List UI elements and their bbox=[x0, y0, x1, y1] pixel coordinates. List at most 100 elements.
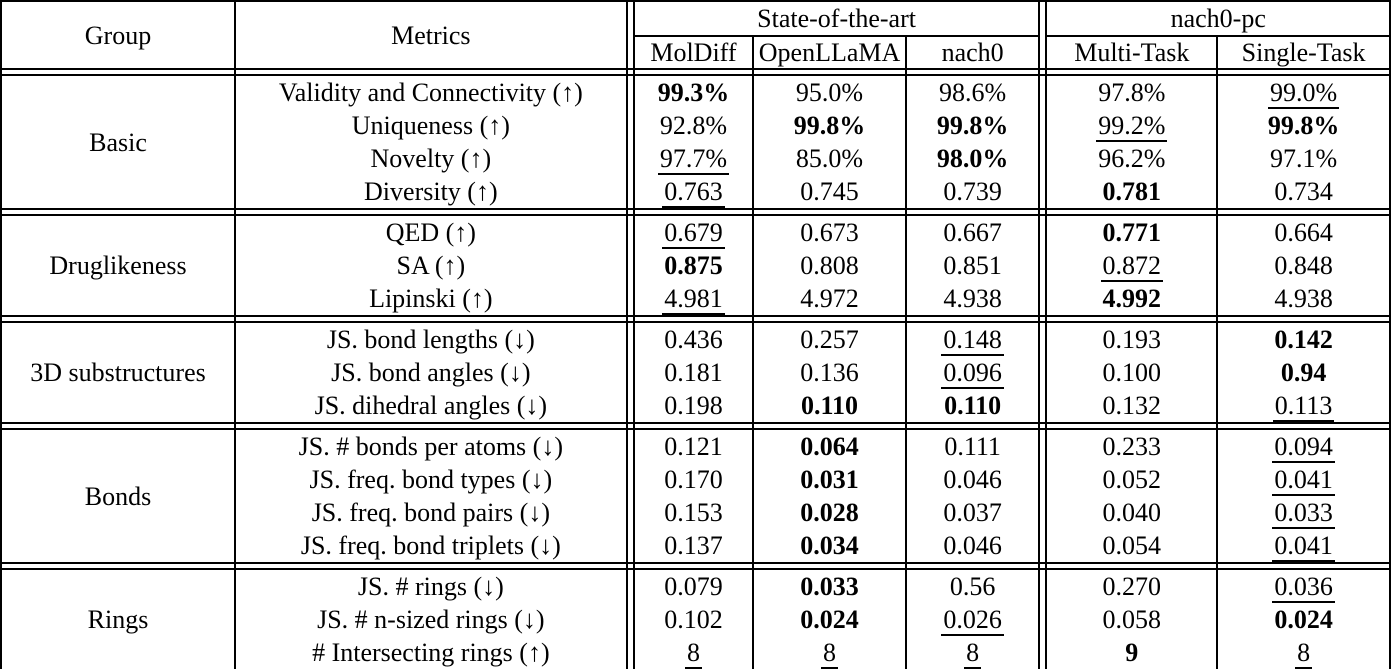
value-cell: 0.054 bbox=[1046, 529, 1219, 564]
value-cell: 0.041 bbox=[1217, 463, 1390, 496]
model-column-header-moldiff: MolDiff bbox=[633, 36, 755, 70]
double-rule-horizontal-segment bbox=[1038, 562, 1048, 571]
double-rule-horizontal-segment bbox=[1, 422, 236, 431]
value-cell: 99.2% bbox=[1046, 109, 1219, 143]
value-cell: 8 bbox=[1217, 636, 1390, 669]
value-cell: 92.8% bbox=[633, 109, 755, 143]
value-cell: 0.193 bbox=[1046, 322, 1219, 357]
metric-value: 0.781 bbox=[1102, 177, 1162, 207]
metric-row: Rings JS. # rings (↓) 0.079 0.033 0.56 0.270 0… bbox=[1, 569, 1390, 669]
double-rule-horizontal-segment bbox=[1, 208, 236, 217]
value-cell: 0.037 bbox=[906, 496, 1040, 529]
value-cell: 0.734 bbox=[1217, 175, 1390, 209]
value-cell: 0.121 bbox=[633, 429, 755, 464]
metric-value: 0.153 bbox=[664, 498, 723, 528]
value-cell: 0.058 bbox=[1046, 603, 1219, 637]
value-cell: 97.8% bbox=[1046, 75, 1219, 110]
value-cell: 0.111 bbox=[906, 429, 1040, 463]
value-cell: 98.6% bbox=[906, 75, 1040, 109]
value-cell: 0.198 bbox=[633, 389, 755, 424]
metric-label-cell: Diversity (↑) bbox=[364, 177, 498, 207]
value-cell: 97.1% bbox=[1217, 142, 1390, 175]
metric-label-cell: Lipinski (↑) bbox=[369, 284, 493, 314]
metric-value: 8 bbox=[684, 638, 702, 669]
metric-value: 0.848 bbox=[1274, 251, 1333, 281]
metric-label-cell: JS. # bonds per atoms (↓) bbox=[298, 432, 563, 462]
metric-label-cell: JS. # rings (↓) bbox=[357, 572, 504, 602]
value-cell: 0.064 bbox=[753, 429, 907, 464]
value-cell: 0.052 bbox=[1046, 463, 1219, 497]
value-cell: 0.110 bbox=[753, 389, 907, 424]
double-rule-horizontal-segment bbox=[235, 315, 627, 324]
metric-value: 0.193 bbox=[1102, 325, 1162, 355]
double-rule-horizontal-segment bbox=[753, 422, 907, 431]
double-rule-vertical bbox=[1038, 215, 1048, 250]
double-rule-horizontal bbox=[1, 68, 1390, 77]
metric-value: 0.851 bbox=[943, 251, 1002, 281]
metric-row: Novelty (↑) 97.7% 85.0% 98.0% 96.2% 97.1% bbox=[1, 142, 1390, 176]
metric-value: 0.036 bbox=[1272, 572, 1335, 603]
metric-value: 0.181 bbox=[664, 358, 723, 388]
metric-value: 0.028 bbox=[800, 498, 859, 528]
metric-value: 97.1% bbox=[1269, 144, 1338, 174]
value-cell: 99.8% bbox=[753, 109, 907, 143]
metric-row: Uniqueness (↑) 92.8% 99.8% 99.8% 99.2% 99.8% bbox=[1, 109, 1390, 143]
value-cell: 0.137 bbox=[633, 529, 755, 564]
value-cell: 0.036 bbox=[1217, 569, 1390, 603]
value-cell: 9 bbox=[1046, 636, 1219, 669]
metric-row: JS. # n-sized rings (↓) 0.102 0.024 0.026 0.… bbox=[1, 603, 1390, 637]
metric-value: 98.0% bbox=[936, 144, 1009, 174]
metric-value: 0.436 bbox=[664, 325, 723, 355]
metric-label-cell: Uniqueness (↑) bbox=[351, 111, 510, 141]
metric-value: 4.938 bbox=[1274, 284, 1333, 314]
metric-value: 97.7% bbox=[657, 144, 730, 175]
value-cell: 0.142 bbox=[1217, 322, 1390, 356]
metric-value: 0.734 bbox=[1274, 177, 1333, 207]
value-cell: 0.781 bbox=[1046, 175, 1219, 210]
metric-value: 4.992 bbox=[1102, 284, 1162, 314]
double-rule-horizontal bbox=[1, 208, 1390, 217]
double-rule-vertical bbox=[625, 249, 635, 283]
double-rule-horizontal-segment bbox=[633, 208, 755, 217]
value-cell: 0.851 bbox=[906, 249, 1040, 282]
value-cell: 0.745 bbox=[753, 175, 907, 210]
double-rule-horizontal-segment bbox=[235, 68, 627, 77]
double-rule-vertical bbox=[625, 389, 635, 424]
value-cell: 4.938 bbox=[906, 282, 1040, 316]
metric-value: 0.113 bbox=[1272, 391, 1335, 422]
metric-value: 0.024 bbox=[1274, 605, 1333, 635]
metric-label-cell: JS. bond angles (↓) bbox=[331, 358, 531, 388]
metric-value: 0.079 bbox=[664, 572, 723, 602]
double-rule-horizontal-segment bbox=[1, 315, 236, 324]
double-rule-horizontal-segment bbox=[235, 562, 627, 571]
value-cell: 0.848 bbox=[1217, 249, 1390, 282]
metric-value: 0.132 bbox=[1102, 391, 1162, 421]
model-column-header-multi-task: Multi-Task bbox=[1046, 36, 1219, 70]
double-rule-horizontal bbox=[1, 422, 1390, 431]
metric-value: 8 bbox=[821, 638, 838, 669]
value-cell: 0.673 bbox=[753, 215, 907, 250]
value-cell: 0.872 bbox=[1046, 249, 1219, 283]
double-rule-horizontal-segment bbox=[753, 315, 907, 324]
double-rule-horizontal-segment bbox=[1046, 562, 1219, 571]
metric-value: 0.100 bbox=[1102, 358, 1162, 388]
double-rule-vertical bbox=[625, 75, 635, 110]
metric-value: 0.875 bbox=[664, 251, 723, 281]
metric-value: 4.938 bbox=[943, 284, 1002, 314]
metric-value: 99.8% bbox=[793, 111, 866, 141]
double-rule-horizontal-segment bbox=[1038, 422, 1048, 431]
group-name-cell: Druglikeness bbox=[1, 215, 236, 317]
metric-value: 96.2% bbox=[1098, 144, 1166, 174]
metric-value: 0.033 bbox=[1272, 498, 1335, 529]
double-rule-horizontal-segment bbox=[1217, 208, 1390, 217]
metric-value: 0.739 bbox=[943, 177, 1002, 207]
double-rule-vertical bbox=[1038, 142, 1048, 176]
value-cell: 8 bbox=[753, 636, 907, 669]
metric-row: # Intersecting rings (↑) 8 8 8 9 8 bbox=[1, 636, 1390, 669]
metric-value: 0.142 bbox=[1274, 325, 1333, 355]
double-rule-vertical bbox=[625, 463, 635, 497]
metric-value: 0.110 bbox=[800, 391, 859, 421]
metric-label-cell: Novelty (↑) bbox=[370, 144, 492, 174]
metric-value: 0.110 bbox=[944, 391, 1002, 421]
